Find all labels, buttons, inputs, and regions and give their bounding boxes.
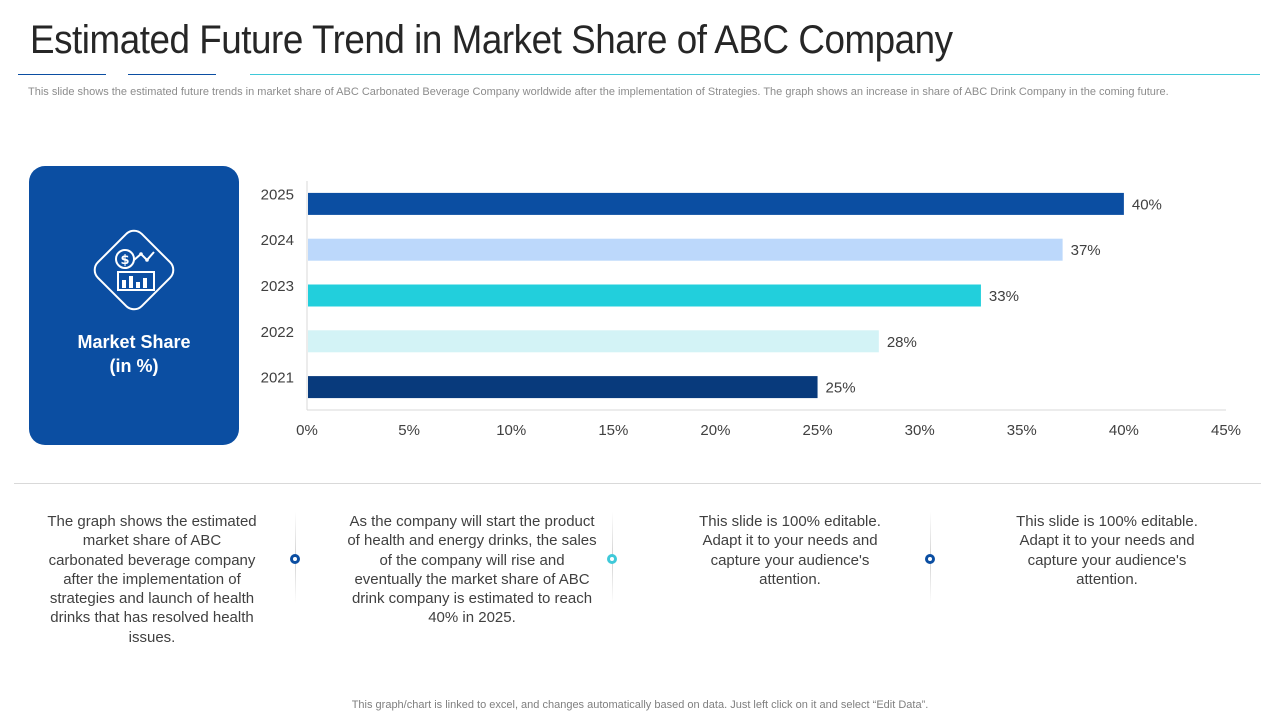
bar-2023 — [308, 284, 981, 307]
title-underline-segment — [250, 74, 1260, 75]
x-tick-label: 15% — [598, 422, 628, 439]
market-share-bar-chart: 40% 37% 33% 28% 25% 2025 2024 2023 2022 2021 0% 5%… — [261, 181, 1241, 439]
note-text-1: The graph shows the estimated market sha… — [47, 513, 257, 646]
note-text-3: This slide is 100% editable. Adapt it to… — [699, 513, 881, 588]
market-share-label: Market Share (in %) — [77, 332, 191, 376]
y-tick-label: 2023 — [261, 278, 294, 295]
bar-value-label: 40% — [1132, 196, 1162, 213]
separator-dot — [290, 554, 300, 564]
svg-text:$: $ — [120, 253, 129, 268]
footer-note: This graph/chart is linked to excel, and… — [351, 699, 929, 711]
separator-dot — [925, 554, 935, 564]
x-tick-label: 20% — [700, 422, 730, 439]
x-tick-label: 25% — [803, 422, 833, 439]
y-tick-label: 2025 — [261, 186, 294, 203]
bar-2022 — [308, 330, 879, 353]
note-text-4: This slide is 100% editable. Adapt it to… — [1016, 513, 1198, 588]
x-tick-label: 40% — [1109, 422, 1139, 439]
bar-2021 — [308, 376, 818, 399]
x-tick-label: 30% — [905, 422, 935, 439]
bar-value-label: 25% — [826, 380, 856, 397]
y-tick-label: 2021 — [261, 370, 294, 387]
section-divider — [14, 483, 1261, 484]
title-underline-segment — [18, 74, 106, 75]
x-tick-label: 0% — [296, 422, 318, 439]
bar-2025 — [308, 192, 1124, 215]
market-share-card: $ Market Share (in %) — [29, 166, 239, 445]
y-tick-label: 2024 — [261, 232, 294, 249]
separator-dot — [607, 554, 617, 564]
bar-2024 — [308, 238, 1063, 261]
x-tick-label: 45% — [1211, 422, 1241, 439]
note-text-2: As the company will start the product of… — [347, 513, 597, 627]
page-title: Estimated Future Trend in Market Share o… — [30, 18, 953, 62]
x-tick-label: 35% — [1007, 422, 1037, 439]
market-share-icon: $ — [115, 249, 155, 291]
title-underline-segment — [128, 74, 216, 75]
x-tick-label: 10% — [496, 422, 526, 439]
bar-value-label: 37% — [1071, 242, 1101, 259]
bar-value-label: 33% — [989, 288, 1019, 305]
y-tick-label: 2022 — [261, 324, 294, 341]
x-tick-label: 5% — [398, 422, 420, 439]
slide-description: This slide shows the estimated future tr… — [28, 86, 1169, 98]
bar-value-label: 28% — [887, 334, 917, 351]
